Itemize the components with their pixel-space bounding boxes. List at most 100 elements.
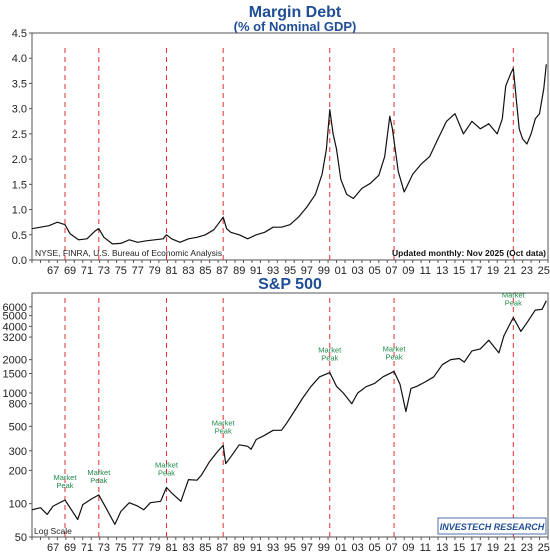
y-tick-label: 3.5 <box>12 78 27 90</box>
x-tick-label: 83 <box>182 265 194 277</box>
investech-logo-text: INVESTECH RESEARCH <box>440 522 545 532</box>
y-tick-label: 50 <box>15 532 27 544</box>
margin-debt-subtitle: (% of Nominal GDP) <box>234 19 357 34</box>
x-tick-label: 75 <box>115 265 127 277</box>
y-tick-label: 3.0 <box>12 104 27 116</box>
series-line <box>31 300 547 525</box>
y-tick-label: 2.0 <box>12 154 27 166</box>
x-tick-label: 73 <box>98 542 110 554</box>
x-tick-label: 11 <box>420 542 431 554</box>
y-tick-label: 3200 <box>3 332 27 344</box>
x-tick-label: 81 <box>165 265 177 277</box>
y-tick-label: 200 <box>9 465 27 477</box>
x-tick-label: 05 <box>368 542 380 554</box>
x-tick-label: 95 <box>284 542 296 554</box>
x-tick-label: 23 <box>521 542 533 554</box>
x-tick-label: 25 <box>538 542 550 554</box>
x-tick-label: 21 <box>504 265 516 277</box>
x-tick-label: 97 <box>301 542 313 554</box>
x-tick-label: 91 <box>250 265 262 277</box>
x-tick-label: 69 <box>64 265 76 277</box>
margin-debt-series <box>31 64 547 245</box>
y-tick-label: 500 <box>9 421 27 433</box>
x-tick-label: 13 <box>436 542 448 554</box>
x-tick-label: 99 <box>318 542 330 554</box>
x-tick-label: 07 <box>385 542 397 554</box>
sp500-peak-lines <box>64 298 514 537</box>
x-tick-label: 95 <box>284 265 296 277</box>
x-tick-label: 79 <box>149 542 161 554</box>
x-tick-label: 15 <box>453 542 465 554</box>
x-tick-label: 69 <box>64 542 76 554</box>
margin-debt-update-note: Updated monthly: Nov 2025 (Oct data) <box>392 248 546 258</box>
y-tick-label: 1000 <box>3 388 27 400</box>
sp500-peak-labels: Market Peak Market Peak Market Peak Market Peak… <box>54 291 526 490</box>
x-tick-label: 09 <box>402 265 414 277</box>
x-tick-label: 15 <box>453 265 465 277</box>
sp500-title: S&P 500 <box>258 276 322 293</box>
x-tick-label: 77 <box>132 542 144 554</box>
y-tick-label: 100 <box>9 499 27 511</box>
x-tick-label: 67 <box>47 542 59 554</box>
market-peak-label: Market Peak <box>54 473 78 490</box>
y-tick-label: 6000 <box>3 302 27 314</box>
investech-logo: INVESTECH RESEARCH <box>437 517 547 535</box>
x-tick-label: 23 <box>521 265 533 277</box>
y-tick-label: 1500 <box>3 368 27 380</box>
x-tick-label: 03 <box>352 265 364 277</box>
x-tick-label: 91 <box>250 542 262 554</box>
x-tick-label: 25 <box>538 265 550 277</box>
y-tick-label: 4000 <box>3 321 27 333</box>
x-tick-label: 17 <box>470 542 482 554</box>
x-tick-label: 85 <box>199 542 211 554</box>
x-tick-label: 85 <box>199 265 211 277</box>
y-tick-label: 4.0 <box>12 53 27 65</box>
margin-debt-source-note: NYSE, FINRA, U.S. Bureau of Economic Ana… <box>35 248 222 258</box>
x-tick-label: 19 <box>487 265 499 277</box>
x-tick-label: 01 <box>335 542 347 554</box>
y-tick-label: 4.5 <box>12 28 27 40</box>
x-tick-label: 21 <box>504 542 516 554</box>
sp500-series <box>31 300 547 525</box>
x-tick-label: 05 <box>368 265 380 277</box>
x-tick-label: 79 <box>149 265 161 277</box>
x-tick-label: 17 <box>470 265 482 277</box>
margin-debt-plot-frame <box>31 32 549 261</box>
y-tick-label: 0.0 <box>12 255 27 267</box>
x-tick-label: 07 <box>385 265 397 277</box>
y-tick-label: 5000 <box>3 311 27 323</box>
margin-debt-x-axis: 67 69 71 73 75 77 79 81 83 85 87 89 91 93 95 97 99 01 03 05… <box>31 260 550 277</box>
x-tick-label: 87 <box>216 542 228 554</box>
x-tick-label: 93 <box>267 542 279 554</box>
x-tick-label: 09 <box>402 542 414 554</box>
x-tick-label: 03 <box>352 542 364 554</box>
x-tick-label: 11 <box>420 265 431 277</box>
y-tick-label: 800 <box>9 399 27 411</box>
x-tick-label: 87 <box>216 265 228 277</box>
margin-debt-peak-lines <box>64 48 514 260</box>
sp500-scale-note: Log Scale <box>34 526 72 536</box>
x-tick-label: 75 <box>115 542 127 554</box>
margin-debt-y-axis: 0.0 0.5 1.0 1.5 2.0 2.5 3.0 3.5 4.0 4.5 <box>12 28 32 267</box>
x-tick-label: 71 <box>81 542 93 554</box>
market-peak-label: Market Peak <box>318 346 342 363</box>
x-tick-label: 71 <box>81 265 93 277</box>
y-tick-label: 2.5 <box>12 129 27 141</box>
x-tick-label: 81 <box>165 542 177 554</box>
market-peak-label: Market Peak <box>87 468 111 485</box>
market-peak-label: Market Peak <box>383 344 407 361</box>
x-tick-label: 73 <box>98 265 110 277</box>
x-tick-label: 93 <box>267 265 279 277</box>
y-tick-label: 1.0 <box>12 205 27 217</box>
x-tick-label: 83 <box>182 542 194 554</box>
x-tick-label: 97 <box>301 265 313 277</box>
y-tick-label: 2000 <box>3 355 27 367</box>
x-tick-label: 13 <box>436 265 448 277</box>
sp500-x-axis: 67 69 71 73 75 77 79 81 83 85 87 89 91 93 95 97 99 01 03 05… <box>31 537 550 554</box>
x-tick-label: 89 <box>233 542 245 554</box>
margin-debt-title: Margin Debt <box>249 4 342 21</box>
x-tick-label: 99 <box>318 265 330 277</box>
y-tick-label: 1.5 <box>12 179 27 191</box>
